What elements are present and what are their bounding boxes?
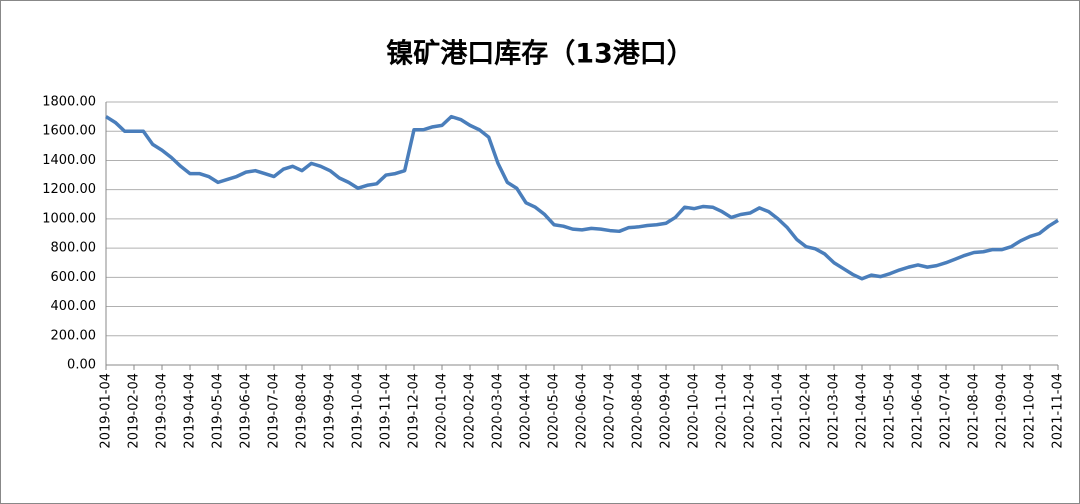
x-tick-label: 2021-07-04 [939, 373, 954, 449]
x-tick-label: 2020-06-04 [575, 373, 590, 449]
x-tick-label: 2020-03-04 [491, 373, 506, 449]
x-tick-label: 2019-06-04 [239, 373, 254, 449]
y-tick-label: 400.00 [51, 299, 97, 314]
x-tick-label: 2021-09-04 [995, 373, 1010, 449]
x-tick-label: 2019-01-04 [99, 373, 114, 449]
y-tick-label: 1200.00 [42, 182, 96, 197]
x-tick-label: 2021-04-04 [855, 373, 870, 449]
x-tick-label: 2021-05-04 [883, 373, 898, 449]
x-tick-label: 2021-03-04 [827, 373, 842, 449]
x-tick-label: 2019-07-04 [267, 373, 282, 449]
x-tick-label: 2020-08-04 [631, 373, 646, 449]
x-tick-label: 2019-05-04 [211, 373, 226, 449]
chart-title: 镍矿港口库存（13港口） [386, 38, 694, 70]
x-tick-label: 2021-08-04 [967, 373, 982, 449]
x-tick-label: 2021-10-04 [1023, 373, 1038, 449]
y-tick-label: 1600.00 [42, 124, 96, 139]
line-series [105, 114, 1059, 281]
x-tick-label: 2020-12-04 [743, 373, 758, 449]
x-tick-label: 2021-01-04 [771, 373, 786, 449]
x-tick-label: 2021-02-04 [799, 373, 814, 449]
x-tick-label: 2020-09-04 [659, 373, 674, 449]
x-tick-label: 2019-08-04 [295, 373, 310, 449]
x-tick-label: 2021-06-04 [911, 373, 926, 449]
x-tick-label: 2020-01-04 [435, 373, 450, 449]
y-tick-label: 1000.00 [42, 211, 96, 226]
y-tick-label: 600.00 [51, 270, 97, 285]
x-tick-label: 2020-10-04 [687, 373, 702, 449]
y-tick-label: 1400.00 [42, 153, 96, 168]
x-tick-label: 2019-09-04 [323, 373, 338, 449]
y-tick-label: 1800.00 [42, 95, 96, 110]
x-tick-label: 2020-05-04 [547, 373, 562, 449]
x-tick-label: 2019-10-04 [351, 373, 366, 449]
y-tick-label: 200.00 [51, 328, 97, 343]
x-tick-label: 2020-07-04 [603, 373, 618, 449]
x-tick-label: 2019-04-04 [183, 373, 198, 449]
y-tick-label: 0.00 [67, 358, 96, 373]
x-tick-label: 2021-11-04 [1051, 373, 1066, 449]
x-tick-label: 2020-11-04 [715, 373, 730, 449]
x-tick-label: 2020-04-04 [519, 373, 534, 449]
x-tick-label: 2019-03-04 [155, 373, 170, 449]
x-tick-label: 2019-02-04 [127, 373, 142, 449]
y-tick-label: 800.00 [51, 241, 97, 256]
x-tick-label: 2019-12-04 [407, 373, 422, 449]
x-tick-label: 2020-02-04 [463, 373, 478, 449]
x-tick-label: 2019-11-04 [379, 373, 394, 449]
